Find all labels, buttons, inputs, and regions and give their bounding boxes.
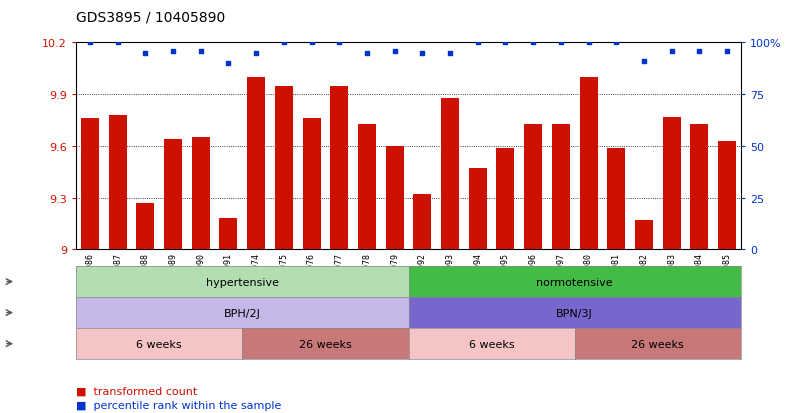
Point (277, 40, 290, 47)
Point (139, 50, 151, 57)
Point (527, 40, 540, 47)
Text: GDS3895 / 10405890: GDS3895 / 10405890 (76, 10, 225, 24)
Bar (358, 124, 376, 250)
Bar (385, 147, 404, 250)
Point (305, 40, 318, 47)
Bar (248, 78, 265, 250)
Point (444, 50, 457, 57)
Point (222, 61, 235, 67)
Bar (635, 221, 653, 250)
Point (610, 40, 622, 47)
Bar (191, 138, 210, 250)
Text: 6 weeks: 6 weeks (136, 339, 182, 349)
Bar (303, 119, 320, 250)
Bar (136, 204, 155, 250)
Point (111, 40, 124, 47)
Point (666, 48, 678, 55)
Text: ■  percentile rank within the sample: ■ percentile rank within the sample (76, 400, 281, 410)
Bar (413, 195, 432, 250)
Text: ■  transformed count: ■ transformed count (76, 385, 197, 395)
Point (416, 50, 429, 57)
Bar (662, 117, 681, 250)
Bar (81, 119, 99, 250)
Bar (275, 86, 293, 250)
Point (195, 48, 207, 55)
Bar (524, 124, 542, 250)
Bar (441, 98, 459, 250)
Bar (552, 124, 570, 250)
Bar (219, 219, 237, 250)
Bar (109, 116, 127, 250)
Point (582, 40, 595, 47)
Bar (718, 141, 736, 250)
Point (83, 40, 96, 47)
Text: BPN/3J: BPN/3J (557, 308, 593, 318)
Text: hypertensive: hypertensive (206, 277, 279, 287)
Bar (469, 169, 487, 250)
Text: 26 weeks: 26 weeks (299, 339, 352, 349)
Bar (164, 140, 182, 250)
Text: BPH/2J: BPH/2J (223, 308, 261, 318)
Bar (690, 124, 708, 250)
Bar (607, 148, 626, 250)
Point (721, 48, 734, 55)
Bar (497, 148, 514, 250)
Point (499, 40, 512, 47)
Bar (330, 86, 348, 250)
Text: 26 weeks: 26 weeks (631, 339, 684, 349)
Point (360, 50, 373, 57)
Point (333, 40, 346, 47)
Text: 6 weeks: 6 weeks (469, 339, 514, 349)
Point (471, 40, 484, 47)
Text: normotensive: normotensive (537, 277, 613, 287)
Point (388, 48, 401, 55)
Point (167, 48, 179, 55)
Point (554, 40, 567, 47)
Point (250, 50, 263, 57)
Point (693, 48, 706, 55)
Bar (580, 78, 598, 250)
Point (638, 59, 650, 65)
